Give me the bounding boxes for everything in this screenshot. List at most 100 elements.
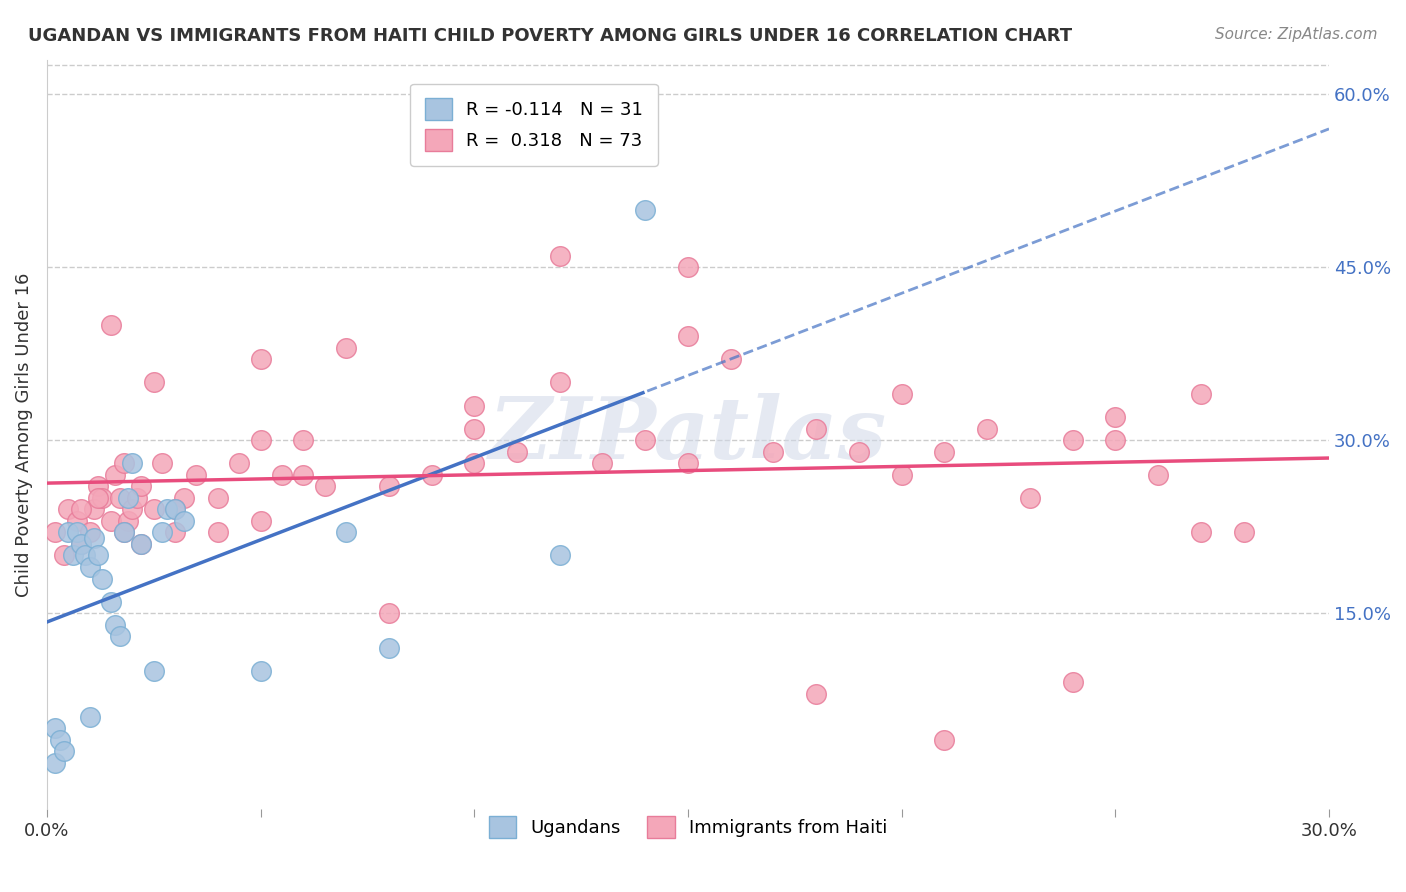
Point — [142, 502, 165, 516]
Point — [463, 399, 485, 413]
Text: ZIPatlas: ZIPatlas — [489, 392, 887, 476]
Point — [463, 421, 485, 435]
Point — [142, 664, 165, 678]
Point — [934, 444, 956, 458]
Point — [592, 456, 614, 470]
Point — [165, 502, 187, 516]
Point — [186, 467, 208, 482]
Point — [890, 387, 912, 401]
Point — [83, 502, 105, 516]
Point — [112, 456, 135, 470]
Point — [1062, 433, 1084, 447]
Point — [87, 491, 110, 505]
Point — [66, 514, 89, 528]
Point — [335, 525, 357, 540]
Point — [104, 617, 127, 632]
Point — [79, 525, 101, 540]
Point — [44, 525, 66, 540]
Point — [420, 467, 443, 482]
Point — [62, 549, 84, 563]
Point — [676, 260, 699, 275]
Point — [165, 525, 187, 540]
Point — [378, 606, 401, 620]
Point — [87, 479, 110, 493]
Point — [53, 744, 76, 758]
Point — [249, 352, 271, 367]
Point — [720, 352, 742, 367]
Point — [117, 514, 139, 528]
Point — [1104, 433, 1126, 447]
Point — [58, 502, 80, 516]
Point — [1189, 525, 1212, 540]
Point — [53, 549, 76, 563]
Point — [100, 514, 122, 528]
Point — [548, 376, 571, 390]
Point — [634, 202, 657, 217]
Point — [207, 491, 229, 505]
Point — [378, 479, 401, 493]
Point — [228, 456, 250, 470]
Point — [112, 525, 135, 540]
Legend: Ugandans, Immigrants from Haiti: Ugandans, Immigrants from Haiti — [481, 809, 894, 845]
Point — [676, 456, 699, 470]
Point — [44, 756, 66, 770]
Point — [142, 376, 165, 390]
Point — [108, 629, 131, 643]
Point — [108, 491, 131, 505]
Point — [91, 572, 114, 586]
Point — [292, 467, 315, 482]
Point — [292, 433, 315, 447]
Point — [155, 502, 177, 516]
Point — [173, 491, 195, 505]
Point — [676, 329, 699, 343]
Point — [70, 502, 93, 516]
Point — [112, 525, 135, 540]
Point — [165, 502, 187, 516]
Point — [804, 421, 827, 435]
Point — [150, 456, 173, 470]
Point — [271, 467, 294, 482]
Point — [934, 733, 956, 747]
Point — [44, 722, 66, 736]
Point — [249, 433, 271, 447]
Point — [150, 525, 173, 540]
Text: Source: ZipAtlas.com: Source: ZipAtlas.com — [1215, 27, 1378, 42]
Point — [79, 710, 101, 724]
Point — [70, 537, 93, 551]
Point — [506, 444, 529, 458]
Point — [100, 594, 122, 608]
Point — [125, 491, 148, 505]
Point — [1147, 467, 1170, 482]
Point — [890, 467, 912, 482]
Point — [207, 525, 229, 540]
Point — [848, 444, 870, 458]
Point — [762, 444, 785, 458]
Point — [249, 664, 271, 678]
Point — [100, 318, 122, 332]
Point — [1062, 675, 1084, 690]
Point — [91, 491, 114, 505]
Point — [804, 687, 827, 701]
Point — [634, 433, 657, 447]
Point — [75, 549, 97, 563]
Point — [121, 502, 143, 516]
Point — [1189, 387, 1212, 401]
Point — [463, 456, 485, 470]
Y-axis label: Child Poverty Among Girls Under 16: Child Poverty Among Girls Under 16 — [15, 272, 32, 597]
Point — [129, 479, 152, 493]
Point — [121, 456, 143, 470]
Point — [314, 479, 336, 493]
Point — [104, 467, 127, 482]
Point — [1104, 410, 1126, 425]
Point — [249, 514, 271, 528]
Point — [66, 525, 89, 540]
Point — [58, 525, 80, 540]
Point — [70, 537, 93, 551]
Point — [117, 491, 139, 505]
Text: UGANDAN VS IMMIGRANTS FROM HAITI CHILD POVERTY AMONG GIRLS UNDER 16 CORRELATION : UGANDAN VS IMMIGRANTS FROM HAITI CHILD P… — [28, 27, 1073, 45]
Point — [129, 537, 152, 551]
Point — [87, 549, 110, 563]
Point — [173, 514, 195, 528]
Point — [548, 549, 571, 563]
Point — [83, 531, 105, 545]
